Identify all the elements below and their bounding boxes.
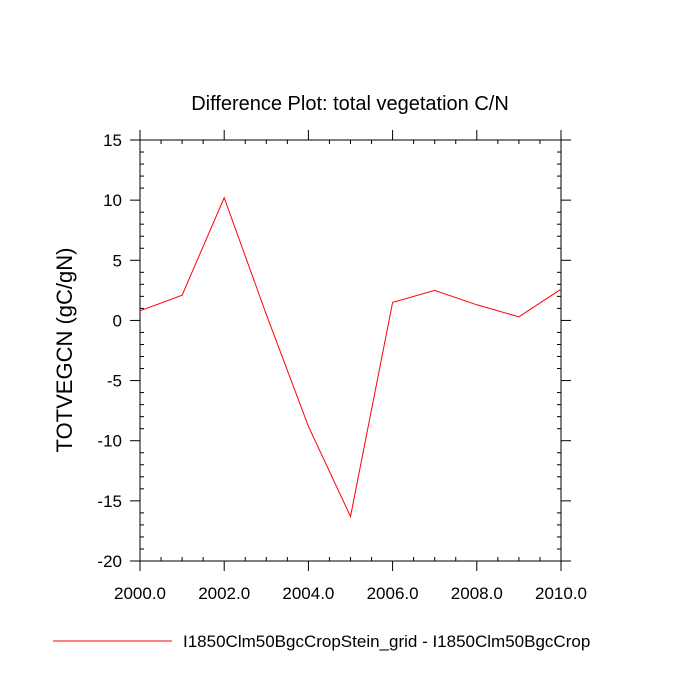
- y-tick-label: 15: [103, 131, 122, 150]
- y-tick-label: -20: [97, 552, 122, 571]
- y-tick-label: 10: [103, 191, 122, 210]
- data-point: [518, 316, 519, 317]
- data-point: [308, 426, 309, 427]
- y-tick-label: -10: [97, 432, 122, 451]
- y-tick-label: 0: [113, 311, 122, 330]
- y-tick-label: -15: [97, 492, 122, 511]
- data-point: [139, 310, 140, 311]
- x-tick-label: 2002.0: [198, 584, 250, 603]
- data-point: [266, 314, 267, 315]
- data-point: [392, 302, 393, 303]
- y-tick-label: 5: [113, 251, 122, 270]
- plot-frame: [139, 139, 562, 562]
- data-point: [434, 290, 435, 291]
- y-axis-label: TOTVEGCN (gC/gN): [52, 248, 77, 453]
- x-tick-label: 2000.0: [114, 584, 166, 603]
- legend-label: I1850Clm50BgcCropStein_grid - I1850Clm50…: [183, 632, 590, 651]
- data-point: [560, 289, 561, 290]
- data-point: [350, 516, 351, 517]
- x-tick-label: 2006.0: [367, 584, 419, 603]
- plot-area: 15 10 5 0 -5 -10 -15 -20 2000.0 2002.0 2004.0 2006.…: [97, 130, 587, 603]
- x-tick-label: 2004.0: [282, 584, 334, 603]
- x-tick-label: 2010.0: [535, 584, 587, 603]
- y-tick-label: -5: [107, 372, 122, 391]
- chart-title: Difference Plot: total vegetation C/N: [191, 93, 509, 115]
- x-tick-label: 2008.0: [451, 584, 503, 603]
- legend: I1850Clm50BgcCropStein_grid - I1850Clm50…: [53, 632, 590, 651]
- data-point: [476, 304, 477, 305]
- data-point: [224, 197, 225, 198]
- data-point: [182, 295, 183, 296]
- series-line: [139, 196, 562, 519]
